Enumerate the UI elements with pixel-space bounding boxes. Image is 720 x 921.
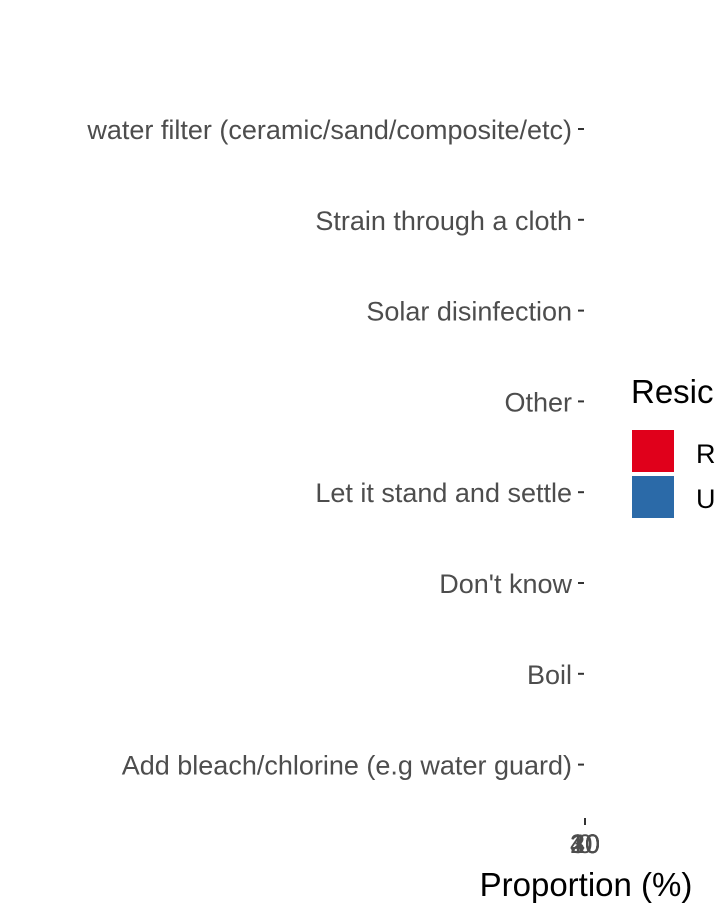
category-label-let-it-stand-and-settle: Let it stand and settle (315, 478, 572, 508)
legend-title: Resic (631, 373, 714, 410)
legend-label-u: U (696, 484, 716, 514)
category-label-water-filter-ceramic-sand-composite-etc: water filter (ceramic/sand/composite/etc… (86, 115, 572, 145)
x-tick-label: 40 (570, 829, 600, 859)
category-label-add-bleach-chlorine-e-g-water-guard: Add bleach/chlorine (e.g water guard) (122, 751, 572, 781)
y-axis-ticks (578, 128, 584, 766)
category-label-other: Other (504, 387, 572, 417)
legend-key-r (632, 430, 674, 472)
legend: Resic R U (631, 373, 716, 518)
category-labels: water filter (ceramic/sand/composite/etc… (86, 115, 572, 781)
category-label-solar-disinfection: Solar disinfection (366, 297, 572, 327)
x-axis-title: Proportion (%) (480, 866, 693, 903)
x-tick-label: 30 (570, 829, 600, 859)
x-tick-label: 10 (570, 829, 600, 859)
category-label-don-t-know: Don't know (439, 569, 572, 599)
legend-label-r: R (696, 439, 716, 469)
category-label-strain-through-a-cloth: Strain through a cloth (315, 206, 572, 236)
category-label-boil: Boil (527, 660, 572, 690)
x-tick-label: 20 (570, 829, 600, 859)
x-tick-label: 0 (577, 829, 592, 859)
legend-key-u (632, 476, 674, 518)
